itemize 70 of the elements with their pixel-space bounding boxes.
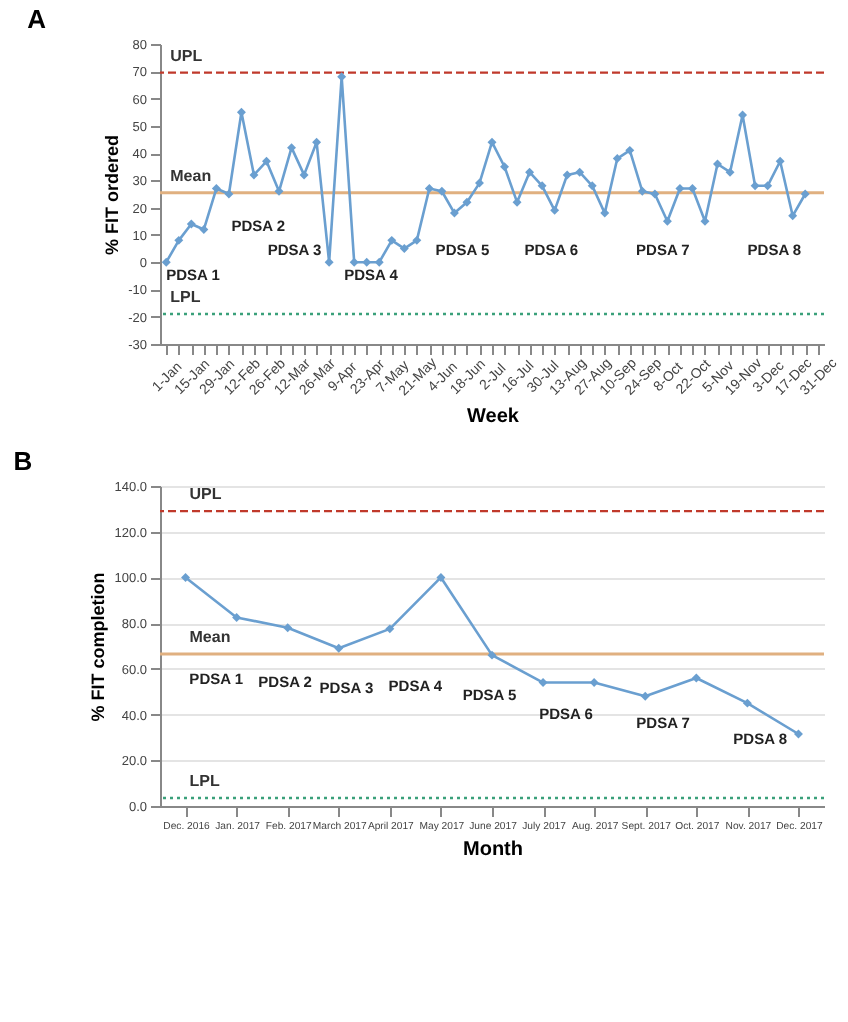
point (742, 698, 752, 708)
point (487, 137, 497, 147)
point (640, 691, 650, 701)
chart-title: B (13, 446, 33, 476)
point (449, 208, 459, 218)
point (612, 154, 622, 164)
y-axis-title: % FIT completion (88, 572, 109, 722)
point (437, 186, 447, 196)
point (181, 572, 191, 582)
point (211, 184, 221, 194)
point (575, 167, 585, 177)
point (385, 624, 395, 634)
point (186, 219, 196, 229)
ref-line-label: UPL (189, 485, 222, 504)
x-axis-title: Week (467, 405, 520, 428)
point (537, 181, 547, 191)
point (224, 189, 234, 199)
point (600, 208, 610, 218)
ref-line-label: Mean (170, 166, 212, 185)
ref-line-label: Mean (189, 628, 231, 646)
point (161, 257, 171, 267)
point (199, 224, 209, 234)
point (487, 650, 497, 660)
point (374, 257, 384, 267)
point (650, 189, 660, 199)
point (299, 170, 309, 180)
point (750, 181, 760, 191)
point (691, 673, 701, 683)
point (550, 205, 560, 215)
point (637, 186, 647, 196)
point (587, 181, 597, 191)
point (538, 678, 548, 688)
point (283, 623, 293, 633)
point (232, 612, 242, 622)
point (793, 729, 803, 739)
y-axis-title: % FIT ordered (102, 134, 123, 256)
point (312, 137, 322, 147)
point (362, 257, 372, 267)
point (589, 678, 599, 688)
point (387, 235, 397, 245)
point (525, 167, 535, 177)
point (287, 143, 297, 153)
point (349, 257, 359, 267)
point (675, 184, 685, 194)
point (800, 189, 810, 199)
point (262, 156, 271, 166)
point (436, 572, 446, 582)
point (625, 145, 635, 155)
point (512, 197, 522, 207)
point (788, 211, 798, 221)
point (500, 162, 509, 172)
point (662, 216, 672, 226)
point (462, 197, 472, 207)
point (399, 244, 409, 254)
ref-line-label: LPL (170, 288, 201, 306)
point (174, 235, 184, 245)
ref-line-label: LPL (189, 772, 220, 790)
x-axis-title: Month (463, 839, 523, 862)
point (725, 167, 735, 177)
point (562, 170, 572, 180)
point (424, 184, 434, 194)
ref-line-label: UPL (170, 46, 203, 65)
point (475, 178, 484, 188)
point (274, 186, 284, 196)
point (334, 643, 344, 653)
point (249, 170, 259, 180)
point (775, 156, 785, 166)
chart-title: A (27, 4, 48, 34)
point (412, 235, 422, 245)
point (763, 181, 773, 191)
